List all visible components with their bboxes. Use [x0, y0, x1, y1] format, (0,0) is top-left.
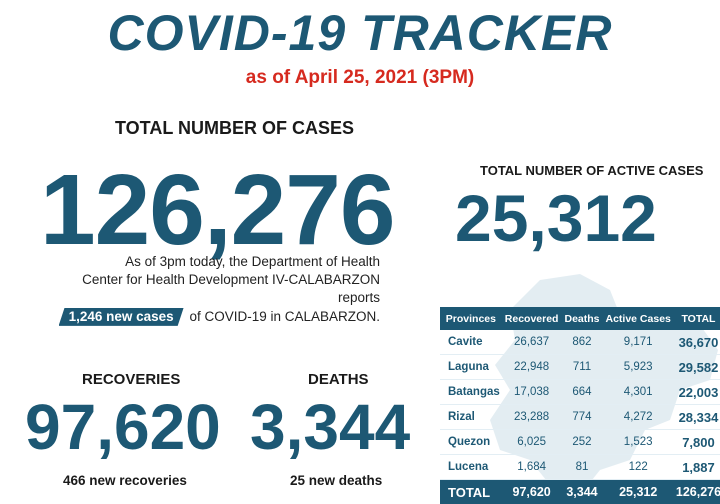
active-cell: 5,923: [603, 355, 674, 380]
deaths-cell: 664: [561, 380, 602, 405]
deaths-value: 3,344: [250, 395, 410, 459]
total-cell: 22,003: [674, 380, 720, 405]
total-deaths: 3,344: [561, 480, 602, 504]
active-cell: 122: [603, 455, 674, 480]
table-total-row: TOTAL 97,620 3,344 25,312 126,276: [440, 480, 720, 504]
recovered-cell: 23,288: [502, 405, 562, 430]
province-name: Batangas: [440, 380, 502, 405]
recovered-cell: 17,038: [502, 380, 562, 405]
col-deaths: Deaths: [561, 307, 602, 330]
table-row: Rizal 23,288 774 4,272 28,334: [440, 405, 720, 430]
active-cell: 4,301: [603, 380, 674, 405]
col-provinces: Provinces: [440, 307, 502, 330]
page-title: COVID-19 TRACKER: [0, 4, 720, 62]
table-row: Lucena 1,684 81 122 1,887: [440, 455, 720, 480]
grand-total: 126,276: [674, 480, 720, 504]
deaths-label: DEATHS: [308, 371, 369, 388]
recovered-cell: 1,684: [502, 455, 562, 480]
recoveries-label: RECOVERIES: [82, 371, 180, 388]
deaths-cell: 252: [561, 430, 602, 455]
col-active-cases: Active Cases: [603, 307, 674, 330]
province-name: Lucena: [440, 455, 502, 480]
deaths-cell: 81: [561, 455, 602, 480]
recovered-cell: 22,948: [502, 355, 562, 380]
recovered-cell: 26,637: [502, 330, 562, 355]
col-total: TOTAL: [674, 307, 720, 330]
active-cell: 1,523: [603, 430, 674, 455]
province-name: Cavite: [440, 330, 502, 355]
new-cases-highlight: 1,246 new cases: [59, 308, 184, 326]
recovered-cell: 6,025: [502, 430, 562, 455]
total-active: 25,312: [603, 480, 674, 504]
deaths-cell: 862: [561, 330, 602, 355]
total-cases-value: 126,276: [40, 160, 394, 260]
report-line-1: As of 3pm today, the Department of Healt…: [50, 253, 380, 271]
table-row: Cavite 26,637 862 9,171 36,670: [440, 330, 720, 355]
province-name: Laguna: [440, 355, 502, 380]
new-recoveries-text: 466 new recoveries: [63, 473, 187, 488]
total-row-label: TOTAL: [440, 480, 502, 504]
report-line-3: 1,246 new cases of COVID-19 in CALABARZO…: [50, 308, 380, 326]
total-cases-label: TOTAL NUMBER OF CASES: [115, 118, 354, 139]
province-name: Quezon: [440, 430, 502, 455]
total-recovered: 97,620: [502, 480, 562, 504]
active-cases-value: 25,312: [455, 185, 657, 251]
report-line-3-rest: of COVID-19 in CALABARZON.: [189, 309, 380, 324]
table-row: Laguna 22,948 711 5,923 29,582: [440, 355, 720, 380]
deaths-cell: 774: [561, 405, 602, 430]
col-recovered: Recovered: [502, 307, 562, 330]
total-cell: 1,887: [674, 455, 720, 480]
deaths-cell: 711: [561, 355, 602, 380]
active-cases-label: TOTAL NUMBER OF ACTIVE CASES: [480, 163, 703, 178]
new-deaths-text: 25 new deaths: [290, 473, 382, 488]
table-row: Quezon 6,025 252 1,523 7,800: [440, 430, 720, 455]
table-row: Batangas 17,038 664 4,301 22,003: [440, 380, 720, 405]
as-of-date: as of April 25, 2021 (3PM): [0, 67, 720, 89]
total-cell: 36,670: [674, 330, 720, 355]
province-name: Rizal: [440, 405, 502, 430]
total-cell: 7,800: [674, 430, 720, 455]
report-paragraph: As of 3pm today, the Department of Healt…: [50, 253, 380, 326]
total-cell: 29,582: [674, 355, 720, 380]
recoveries-value: 97,620: [25, 395, 221, 459]
total-cell: 28,334: [674, 405, 720, 430]
active-cell: 9,171: [603, 330, 674, 355]
report-line-2: Center for Health Development IV-CALABAR…: [50, 271, 380, 307]
active-cell: 4,272: [603, 405, 674, 430]
table-header-row: Provinces Recovered Deaths Active Cases …: [440, 307, 720, 330]
provinces-table: Provinces Recovered Deaths Active Cases …: [440, 307, 720, 504]
